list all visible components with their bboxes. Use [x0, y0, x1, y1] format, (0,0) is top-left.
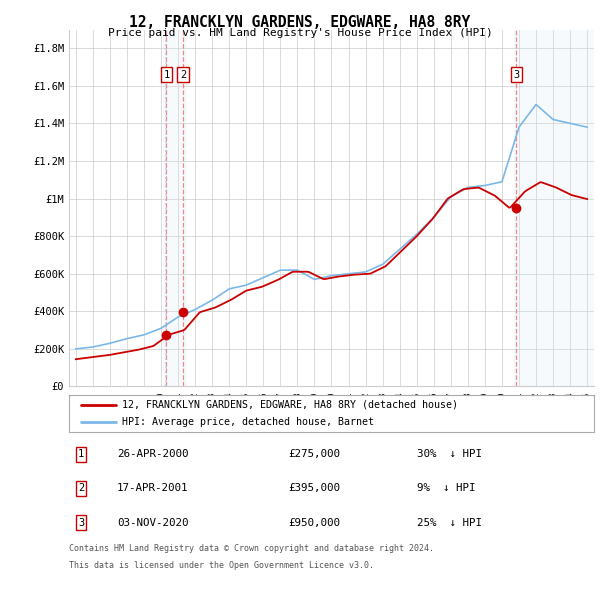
Text: £950,000: £950,000	[288, 517, 340, 527]
Text: 12, FRANCKLYN GARDENS, EDGWARE, HA8 8RY: 12, FRANCKLYN GARDENS, EDGWARE, HA8 8RY	[130, 15, 470, 30]
Text: This data is licensed under the Open Government Licence v3.0.: This data is licensed under the Open Gov…	[69, 560, 374, 569]
Text: 25%  ↓ HPI: 25% ↓ HPI	[417, 517, 482, 527]
Text: 30%  ↓ HPI: 30% ↓ HPI	[417, 449, 482, 459]
Bar	[514, 30, 594, 386]
Text: 26-APR-2000: 26-APR-2000	[117, 449, 188, 459]
Text: £395,000: £395,000	[288, 483, 340, 493]
Text: £275,000: £275,000	[288, 449, 340, 459]
Text: 3: 3	[78, 517, 84, 527]
Bar	[163, 30, 187, 386]
Text: 2: 2	[180, 70, 186, 80]
Text: HPI: Average price, detached house, Barnet: HPI: Average price, detached house, Barn…	[121, 417, 373, 427]
Text: Contains HM Land Registry data © Crown copyright and database right 2024.: Contains HM Land Registry data © Crown c…	[69, 544, 434, 553]
Text: 3: 3	[513, 70, 520, 80]
Text: 03-NOV-2020: 03-NOV-2020	[117, 517, 188, 527]
Text: 1: 1	[78, 449, 84, 459]
Text: 17-APR-2001: 17-APR-2001	[117, 483, 188, 493]
Text: 12, FRANCKLYN GARDENS, EDGWARE, HA8 8RY (detached house): 12, FRANCKLYN GARDENS, EDGWARE, HA8 8RY …	[121, 400, 458, 409]
Text: 9%  ↓ HPI: 9% ↓ HPI	[417, 483, 475, 493]
Text: 2: 2	[78, 483, 84, 493]
Text: Price paid vs. HM Land Registry's House Price Index (HPI): Price paid vs. HM Land Registry's House …	[107, 28, 493, 38]
Text: 1: 1	[163, 70, 170, 80]
